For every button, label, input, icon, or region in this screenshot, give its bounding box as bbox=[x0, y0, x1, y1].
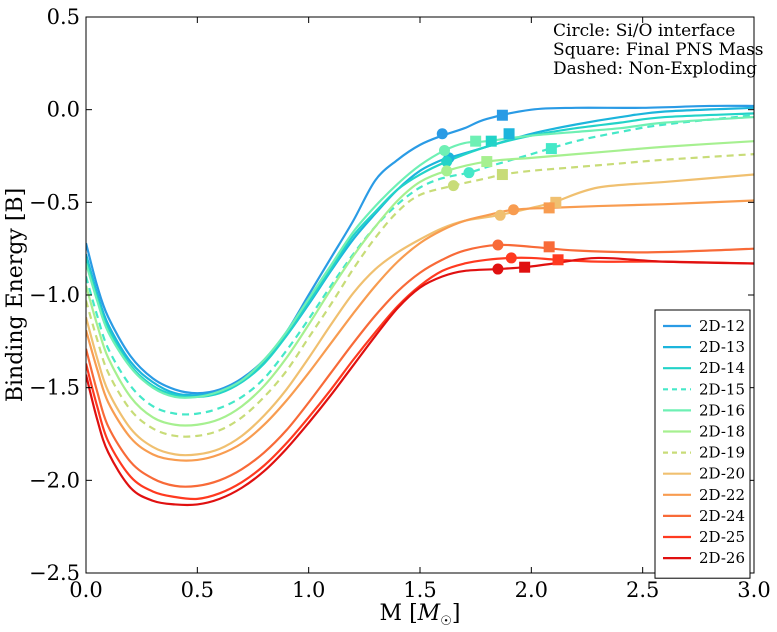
si-o-interface-marker-2D-20 bbox=[494, 209, 506, 221]
y-tick-label: −2.0 bbox=[29, 468, 80, 492]
series-line-2D-14 bbox=[86, 112, 754, 399]
y-tick-label: −2.5 bbox=[29, 561, 80, 585]
series-line-2D-18 bbox=[86, 140, 754, 427]
legend-label-2D-26: 2D-26 bbox=[699, 549, 745, 567]
y-tick-label: −1.5 bbox=[29, 376, 80, 400]
legend-label-2D-14: 2D-14 bbox=[699, 359, 745, 377]
legend-label-2D-20: 2D-20 bbox=[699, 465, 745, 483]
series-line-2D-22 bbox=[86, 199, 754, 462]
series-line-2D-19 bbox=[86, 153, 754, 438]
series-line-2D-12 bbox=[86, 104, 754, 395]
final-pns-mass-marker-2D-22 bbox=[543, 202, 555, 214]
y-tick-label: −1.0 bbox=[29, 283, 80, 307]
final-pns-mass-marker-2D-24 bbox=[543, 241, 555, 253]
si-o-interface-marker-2D-24 bbox=[492, 239, 504, 251]
axis-tick-labels: 0.0 0.5 1.0 1.5 2.0 2.5 3.0 0.5 0.0 −0.5 −1.0 −1.5 −… bbox=[29, 5, 771, 602]
y-tick-label: 0.0 bbox=[47, 98, 80, 122]
final-pns-mass-marker-2D-26 bbox=[519, 261, 531, 273]
final-pns-mass-marker-2D-18 bbox=[481, 156, 493, 168]
x-axis-label-close: ] bbox=[452, 601, 461, 626]
series-line-2D-20 bbox=[86, 173, 754, 457]
final-pns-mass-marker-2D-14 bbox=[485, 135, 497, 147]
si-o-interface-marker-2D-25 bbox=[505, 252, 517, 264]
legend-label-2D-13: 2D-13 bbox=[699, 338, 745, 356]
legend-box bbox=[654, 309, 751, 579]
si-o-interface-marker-2D-12 bbox=[436, 128, 448, 140]
series-line-2D-24 bbox=[86, 243, 754, 488]
si-o-interface-marker-2D-26 bbox=[492, 263, 504, 275]
series-line-2D-16 bbox=[86, 115, 754, 399]
x-axis-label-unit: M bbox=[417, 601, 441, 626]
si-o-interface-marker-2D-18 bbox=[441, 165, 453, 177]
axis-ticks bbox=[85, 16, 755, 574]
legend-label-2D-16: 2D-16 bbox=[699, 401, 745, 419]
x-axis-label-sun-symbol: ☉ bbox=[440, 614, 452, 629]
legend-label-2D-19: 2D-19 bbox=[699, 444, 745, 462]
x-tick-label: 1.0 bbox=[292, 578, 325, 602]
legend: 2D-12 2D-13 2D-14 2D-15 2D-16 2D-18 2D-19 2D-20… bbox=[654, 309, 751, 579]
series-line-2D-25 bbox=[86, 256, 754, 501]
legend-label-2D-18: 2D-18 bbox=[699, 423, 745, 441]
x-axis-label-text: M [ bbox=[380, 601, 418, 626]
legend-label-2D-22: 2D-22 bbox=[699, 486, 745, 504]
x-tick-label: 2.0 bbox=[515, 578, 548, 602]
x-tick-label: 2.5 bbox=[626, 578, 659, 602]
final-pns-mass-marker-2D-25 bbox=[552, 254, 564, 266]
annotation-circle: Circle: Si/O interface bbox=[553, 21, 735, 41]
plot-markers bbox=[436, 109, 564, 275]
plot-frame bbox=[85, 16, 755, 574]
x-axis-label: M [M☉] bbox=[380, 601, 461, 629]
annotations: Circle: Si/O interface Square: Final PNS… bbox=[553, 21, 763, 79]
series-line-2D-15 bbox=[86, 114, 754, 416]
x-tick-label: 0.0 bbox=[69, 578, 102, 602]
x-tick-label: 0.5 bbox=[181, 578, 214, 602]
legend-label-2D-15: 2D-15 bbox=[699, 380, 745, 398]
y-tick-label: −0.5 bbox=[29, 190, 80, 214]
annotation-dashed: Dashed: Non-Exploding bbox=[553, 59, 757, 79]
series-line-2D-26 bbox=[86, 256, 754, 507]
si-o-interface-marker-2D-15 bbox=[463, 167, 475, 179]
si-o-interface-marker-2D-19 bbox=[447, 180, 459, 192]
final-pns-mass-marker-2D-13 bbox=[503, 128, 515, 140]
si-o-interface-marker-2D-16 bbox=[438, 144, 450, 156]
final-pns-mass-marker-2D-15 bbox=[545, 143, 557, 155]
legend-label-2D-25: 2D-25 bbox=[699, 528, 745, 546]
y-axis-label: Binding Energy [B] bbox=[3, 188, 28, 402]
legend-label-2D-12: 2D-12 bbox=[699, 317, 745, 335]
final-pns-mass-marker-2D-16 bbox=[470, 135, 482, 147]
y-tick-label: 0.5 bbox=[47, 5, 80, 29]
si-o-interface-marker-2D-14 bbox=[441, 156, 453, 168]
annotation-square: Square: Final PNS Mass bbox=[553, 40, 763, 60]
legend-label-2D-24: 2D-24 bbox=[699, 507, 745, 525]
plot-lines bbox=[86, 104, 754, 507]
x-tick-label: 3.0 bbox=[737, 578, 770, 602]
final-pns-mass-marker-2D-20 bbox=[550, 196, 562, 208]
final-pns-mass-marker-2D-12 bbox=[496, 109, 508, 121]
si-o-interface-marker-2D-22 bbox=[508, 204, 520, 216]
final-pns-mass-marker-2D-19 bbox=[496, 169, 508, 181]
x-tick-label: 1.5 bbox=[403, 578, 436, 602]
